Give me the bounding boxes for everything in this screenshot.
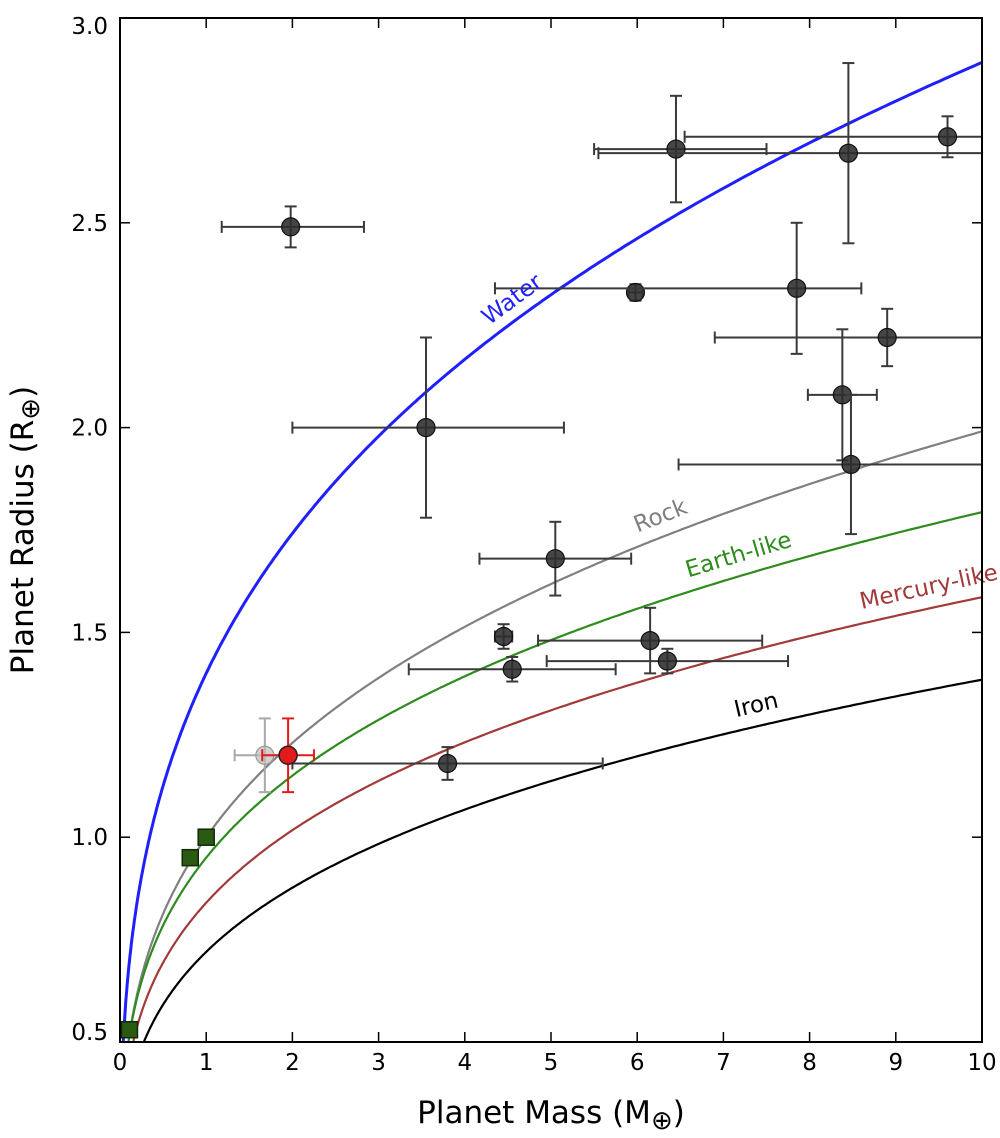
x-axis-label-close: ) — [673, 1095, 685, 1131]
planet-marker — [787, 278, 807, 298]
planet-point — [806, 328, 878, 462]
x-tick-label: 4 — [457, 1050, 472, 1076]
planet-marker — [545, 549, 565, 569]
axis-tick-labels: 0 1 2 3 4 5 6 7 8 9 10 0.5 1.0 1.5 2.0 2.5 3.0 — [71, 14, 996, 1076]
earth-symbol-y: ⊕ — [16, 398, 46, 420]
planet-point — [478, 520, 633, 597]
planet-marker — [838, 143, 858, 163]
y-axis-label: Planet Radius (R⊕) — [5, 386, 46, 674]
x-tick-label: 9 — [888, 1050, 903, 1076]
planet-point — [291, 336, 565, 519]
earth-like-label: Earth-like — [682, 527, 794, 583]
iron-curve — [142, 678, 982, 1042]
planet-marker — [416, 418, 436, 438]
x-tick-label: 6 — [630, 1050, 645, 1076]
iron-label: Iron — [732, 688, 781, 723]
planet-point — [537, 606, 764, 675]
rock-label: Rock — [630, 494, 691, 539]
planet-marker — [625, 282, 646, 303]
y-axis-label-text: Planet Radius (R — [5, 420, 41, 674]
water-curve — [121, 61, 982, 1042]
y-axis-label-close: ) — [5, 386, 41, 398]
solar-system-planet-marker — [197, 828, 215, 846]
earth-symbol-x: ⊕ — [651, 1106, 673, 1136]
planet-point — [493, 623, 514, 650]
x-axis-label-text: Planet Mass (M — [417, 1095, 651, 1131]
planet-point — [597, 62, 982, 245]
rock-curve — [127, 430, 982, 1042]
y-tick-label: 1.0 — [71, 825, 108, 851]
planet-marker — [493, 626, 514, 647]
planet-marker — [666, 139, 686, 159]
axis-ticks — [119, 17, 983, 1043]
planet-point — [545, 647, 790, 675]
planet-point — [291, 746, 604, 781]
earth-like-curve — [127, 511, 982, 1042]
x-axis-label: Planet Mass (M⊕) — [417, 1095, 685, 1136]
y-tick-label: 2.5 — [71, 211, 108, 237]
planet-marker — [937, 127, 958, 147]
x-tick-label: 2 — [285, 1050, 300, 1076]
planet-marker — [437, 753, 458, 774]
planet-points — [120, 62, 982, 1039]
planet-point — [713, 307, 982, 368]
y-tick-label: 0.5 — [71, 1020, 108, 1046]
plot-frame — [119, 17, 983, 1043]
planet-point — [593, 94, 768, 204]
highlighted-planet-marker — [278, 745, 298, 766]
x-tick-label: 5 — [544, 1050, 559, 1076]
planet-marker — [657, 651, 677, 671]
highlighted-planet-point — [261, 717, 315, 794]
x-tick-label: 3 — [371, 1050, 386, 1076]
x-tick-label: 7 — [716, 1050, 731, 1076]
solar-system-planet-marker — [120, 1020, 139, 1039]
planet-point — [220, 205, 365, 249]
y-tick-label: 1.5 — [71, 620, 108, 646]
planet-marker — [502, 659, 522, 679]
composition-curves — [121, 61, 982, 1042]
y-tick-label: 2.0 — [71, 416, 108, 442]
x-tick-label: 1 — [199, 1050, 214, 1076]
y-tick-label: 3.0 — [71, 14, 108, 40]
x-tick-label: 8 — [802, 1050, 817, 1076]
planet-point — [683, 115, 982, 159]
mercury-like-curve — [132, 596, 982, 1042]
solar-system-planet-marker — [181, 848, 200, 867]
planet-marker — [281, 217, 301, 237]
x-tick-label: 10 — [967, 1050, 996, 1076]
planet-point — [625, 282, 646, 303]
planet-point — [493, 221, 863, 355]
planet-point — [677, 393, 982, 536]
mercury-like-label: Mercury-like — [857, 560, 1000, 615]
planet-marker — [877, 327, 897, 348]
planet-marker — [640, 630, 660, 651]
planet-point — [407, 655, 617, 683]
planet-marker — [841, 454, 861, 475]
x-tick-label: 0 — [113, 1050, 128, 1076]
